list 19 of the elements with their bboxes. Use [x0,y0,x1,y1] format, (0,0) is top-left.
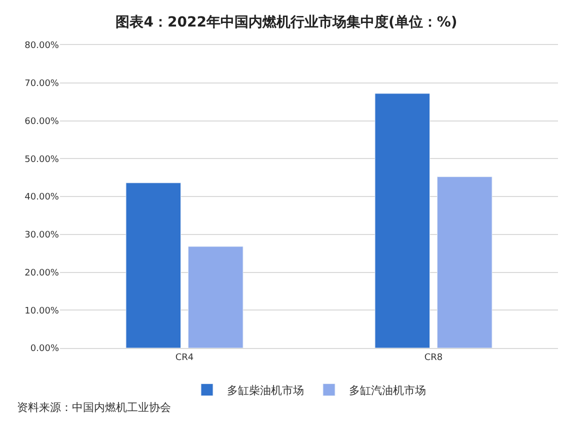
bar [436,176,492,348]
bar [126,182,182,348]
chart-title: 图表4：2022年中国内燃机行业市场集中度(单位：%) [116,14,458,31]
legend-label: 多缸汽油机市场 [349,384,426,398]
x-tick-label: CR4 [175,352,194,363]
y-tick-label: 50.00% [24,154,60,165]
y-tick-label: 70.00% [24,79,60,90]
y-tick-label: 40.00% [24,192,60,203]
x-tick-label: CR8 [424,352,443,363]
y-tick-label: 30.00% [24,230,60,241]
y-tick-label: 60.00% [24,116,60,127]
y-tick-label: 0.00% [30,344,60,354]
legend-label: 多缸柴油机市场 [227,384,304,398]
y-tick-label: 80.00% [24,41,60,52]
y-tick-label: 10.00% [24,306,60,316]
y-tick-label: 20.00% [24,268,60,278]
bar [374,93,430,348]
text: 资料来源：中国内燃机工业协会 [17,401,171,414]
bar [188,246,244,348]
